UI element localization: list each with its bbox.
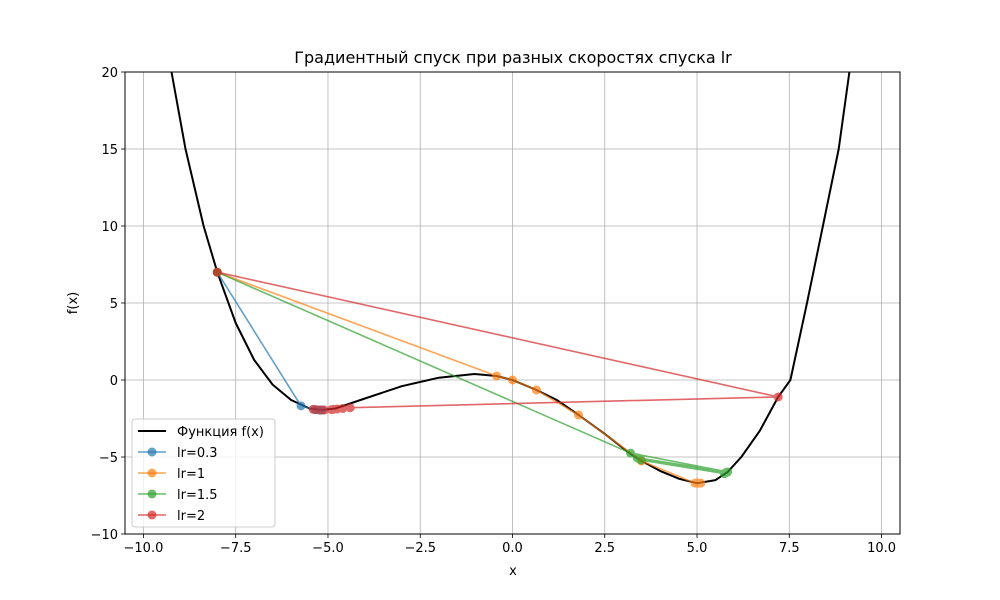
x-tick-label: −2.5 (404, 541, 436, 556)
data-point-marker (531, 385, 541, 395)
y-tick-label: −10 (91, 528, 118, 543)
legend-marker-icon (147, 510, 157, 520)
data-point-marker (636, 455, 646, 465)
data-point-marker (574, 410, 584, 420)
x-tick-label: −7.5 (220, 541, 252, 556)
y-tick-label: 10 (101, 220, 118, 235)
x-tick-label: 5.0 (687, 541, 708, 556)
legend-label: lr=1.5 (177, 488, 218, 503)
x-tick-label: −5.0 (312, 541, 344, 556)
legend: Функция f(x) lr=0.3 lr=1 lr=1.5 lr=2 (131, 418, 276, 528)
y-tick-label: 20 (101, 66, 118, 81)
y-tick-label: 5 (110, 297, 118, 312)
y-tick-label: 0 (110, 374, 118, 389)
y-axis-label: f(x) (66, 292, 81, 314)
y-axis-ticks: −10 −5 0 5 10 15 20 (91, 66, 125, 543)
data-point-marker (773, 392, 783, 402)
function-curve-line (170, 72, 851, 485)
series-lr-2 (212, 267, 783, 415)
series-lr-1-5 (212, 267, 733, 479)
legend-label: lr=1 (177, 467, 205, 482)
legend-item: Функция f(x) (138, 425, 264, 440)
legend-marker-icon (147, 468, 157, 478)
legend-item: lr=2 (138, 509, 205, 524)
data-point-marker (319, 405, 329, 415)
data-point-marker (492, 371, 502, 381)
data-point-marker (508, 375, 517, 385)
x-tick-label: 10.0 (867, 541, 896, 556)
data-point-marker (345, 403, 355, 413)
chart-title: Градиентный спуск при разных скоростях с… (294, 48, 732, 67)
legend-item: lr=1.5 (138, 488, 218, 503)
legend-box (131, 418, 276, 528)
series-line (216, 271, 322, 411)
x-tick-label: 0.0 (502, 541, 523, 556)
x-tick-label: 2.5 (594, 541, 615, 556)
y-tick-label: 15 (101, 143, 118, 158)
data-point-marker (327, 405, 337, 415)
x-axis-label: x (509, 564, 517, 579)
x-tick-label: 7.5 (779, 541, 800, 556)
series-line (217, 271, 779, 411)
legend-label: Функция f(x) (177, 425, 264, 440)
series-lr-0-3 (212, 267, 327, 415)
x-tick-label: −10.0 (124, 541, 164, 556)
plot-area (170, 72, 851, 488)
data-point-marker (693, 478, 703, 488)
legend-label: lr=0.3 (177, 446, 218, 461)
legend-item: lr=0.3 (138, 446, 218, 461)
legend-item: lr=1 (138, 467, 205, 482)
series-line (216, 271, 728, 475)
x-axis-ticks: −10.0 −7.5 −5.0 −2.5 0.0 2.5 5.0 7.5 10.0 (124, 534, 896, 556)
y-tick-label: −5 (99, 451, 118, 466)
data-point-marker (626, 448, 636, 458)
legend-marker-icon (147, 489, 157, 499)
legend-marker-icon (147, 447, 157, 457)
data-point-marker (296, 401, 306, 411)
data-point-marker (212, 267, 222, 277)
data-point-marker (719, 469, 729, 479)
legend-label: lr=2 (177, 509, 205, 524)
